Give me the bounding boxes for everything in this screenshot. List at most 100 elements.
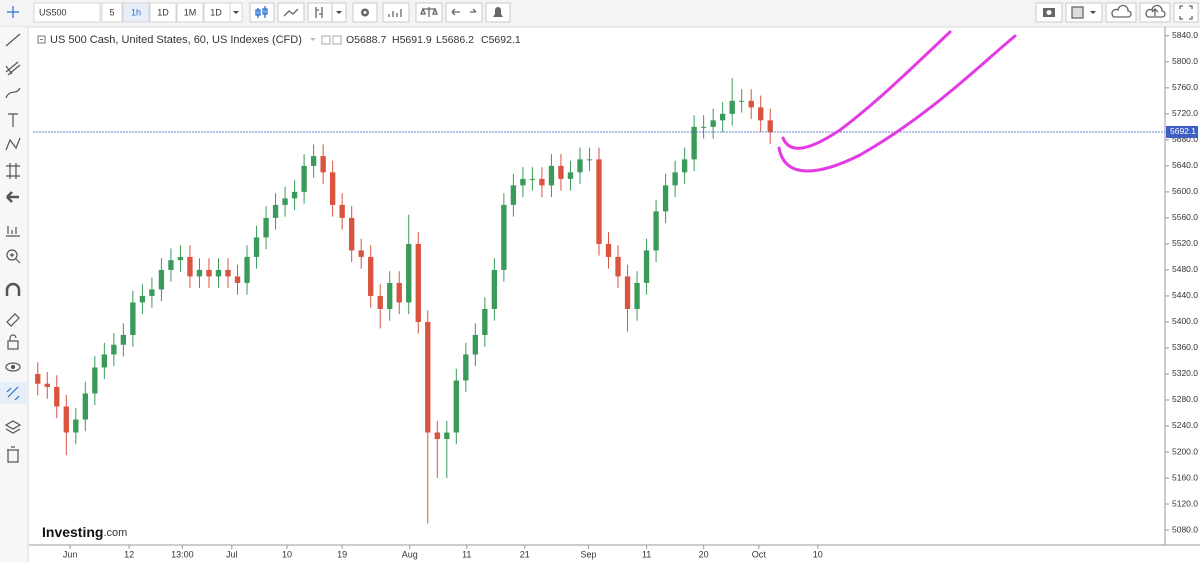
candle-body — [758, 107, 764, 121]
annotation-curve — [777, 34, 1017, 173]
candle-body — [501, 204, 507, 270]
expand-button[interactable] — [1173, 2, 1199, 23]
candle-body — [710, 120, 716, 127]
x-tick-label: Jun — [63, 549, 78, 559]
ohlc-close: C5692.1 — [481, 34, 521, 46]
zoom-in[interactable] — [6, 249, 18, 261]
y-tick-label: 5400.0 — [1172, 316, 1198, 326]
y-tick-label: 5280.0 — [1172, 394, 1198, 404]
candle-body — [206, 269, 212, 277]
last-price-label: 5692.1 — [1170, 126, 1196, 136]
measure-tool[interactable] — [6, 163, 20, 179]
candle-body — [358, 250, 364, 257]
interval-button[interactable] — [122, 2, 150, 23]
fib-tool[interactable] — [5, 61, 21, 76]
close-icon[interactable] — [332, 35, 342, 45]
candle-body — [54, 386, 60, 407]
logo-brand: Investing — [42, 524, 103, 540]
y-tick-label: 5440.0 — [1172, 290, 1198, 300]
y-tick-label: 5800.0 — [1172, 56, 1198, 66]
interval: 1D — [210, 7, 222, 17]
candle-body — [539, 178, 545, 186]
candle-body — [244, 256, 250, 283]
toolbar-icons — [249, 2, 1199, 23]
x-tick-label: 19 — [337, 549, 347, 559]
candle-body — [472, 334, 478, 355]
candle-body — [168, 260, 174, 270]
candle-body — [196, 269, 203, 277]
interval-button[interactable] — [101, 2, 123, 23]
x-tick-label: 11 — [642, 549, 651, 559]
interval: 1D — [157, 7, 169, 17]
candle-body — [92, 367, 98, 394]
candle-body — [149, 289, 155, 296]
x-tick-label: 10 — [813, 549, 823, 559]
x-tick-label: 12 — [124, 549, 134, 559]
x-tick-label: Aug — [402, 549, 418, 559]
candle-body — [253, 237, 260, 257]
candle-body — [482, 308, 488, 335]
visibility-tool[interactable] — [5, 362, 21, 372]
candle-body — [139, 295, 146, 303]
candle-body — [548, 165, 555, 186]
candle-body — [691, 126, 697, 160]
collapse-toggle[interactable] — [37, 35, 46, 44]
x-tick-label: 20 — [699, 549, 709, 559]
symbol-input[interactable] — [33, 2, 101, 23]
candle-body — [596, 159, 602, 244]
candle-body — [301, 165, 307, 192]
candle-body — [234, 276, 241, 283]
candle-body — [615, 256, 621, 277]
pattern-tool[interactable] — [5, 137, 21, 151]
text-tool[interactable] — [8, 113, 18, 127]
candle-body — [453, 380, 459, 433]
y-tick-label: 5640.0 — [1172, 160, 1198, 170]
candle-body — [396, 282, 402, 303]
candle-body — [310, 156, 317, 166]
lock-tool[interactable] — [7, 340, 19, 350]
candle-body — [729, 100, 735, 114]
candle-body — [339, 204, 345, 218]
instrument-title: US 500 Cash, United States, 60, US Index… — [50, 34, 302, 46]
x-tick-label: Jul — [226, 549, 238, 559]
interval-button[interactable] — [149, 2, 177, 23]
ohlc-open: O5688.7 — [346, 34, 386, 46]
candle-body — [463, 354, 469, 381]
candle-body — [82, 393, 88, 420]
settings-icon[interactable] — [321, 35, 331, 45]
candle-body — [720, 113, 726, 121]
y-tick-label: 5360.0 — [1172, 342, 1198, 352]
interval: 1M — [184, 7, 197, 17]
layers-tool[interactable] — [4, 420, 22, 434]
link-tool[interactable] — [6, 386, 20, 401]
chart-style-button[interactable] — [249, 2, 275, 23]
y-tick-label: 5560.0 — [1172, 212, 1198, 222]
y-tick-label: 5320.0 — [1172, 368, 1198, 378]
compare-button[interactable] — [307, 2, 333, 23]
candle-body — [586, 159, 593, 161]
y-tick-label: 5520.0 — [1172, 238, 1198, 248]
lock-drawing[interactable] — [6, 313, 20, 327]
candle-body — [748, 100, 754, 108]
candle-body — [681, 159, 688, 173]
trendline-tool[interactable] — [5, 33, 21, 47]
candle-body — [368, 256, 374, 296]
brush-tool[interactable] — [5, 87, 21, 99]
hide-toolbar[interactable] — [6, 191, 19, 203]
delete-tool[interactable] — [7, 446, 19, 463]
y-tick-label: 5240.0 — [1172, 420, 1198, 430]
y-tick-label: 5720.0 — [1172, 108, 1198, 118]
candle-body — [44, 383, 50, 387]
undo-redo[interactable] — [445, 2, 483, 23]
crosshair-tool[interactable] — [7, 6, 19, 18]
candle-body — [63, 406, 69, 433]
candle-body — [624, 276, 631, 309]
x-tick-label: 11 — [462, 549, 471, 559]
interval-button[interactable] — [176, 2, 204, 23]
zoom-tool[interactable] — [6, 226, 20, 237]
magnet-tool[interactable] — [5, 282, 21, 296]
templates-button[interactable] — [382, 2, 410, 23]
left-toolbar — [0, 27, 28, 562]
candle-body — [225, 269, 231, 277]
x-tick-label: Oct — [752, 549, 767, 559]
